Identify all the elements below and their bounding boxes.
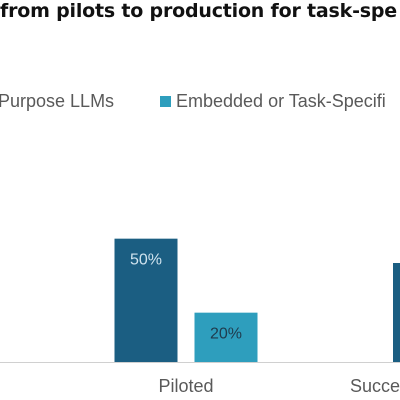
bar-piloted-series-2 (194, 312, 258, 362)
legend-entry-embedded: Embedded or Task-Specifi (176, 91, 386, 111)
x-tick-label-piloted: Piloted (158, 376, 213, 396)
legend-entry-purpose-llms: Purpose LLMs (0, 91, 115, 111)
chart-title: from pilots to production for task-spe (0, 0, 397, 22)
bar-succe-series-1-partial (393, 263, 400, 362)
data-label-piloted-series-2: 20% (210, 326, 242, 343)
x-tick-label-succe: Succe (350, 376, 400, 396)
data-label-piloted-series-1: 50% (130, 252, 162, 269)
legend-swatch-embedded (160, 96, 171, 107)
bar-piloted-series-1 (114, 238, 178, 362)
